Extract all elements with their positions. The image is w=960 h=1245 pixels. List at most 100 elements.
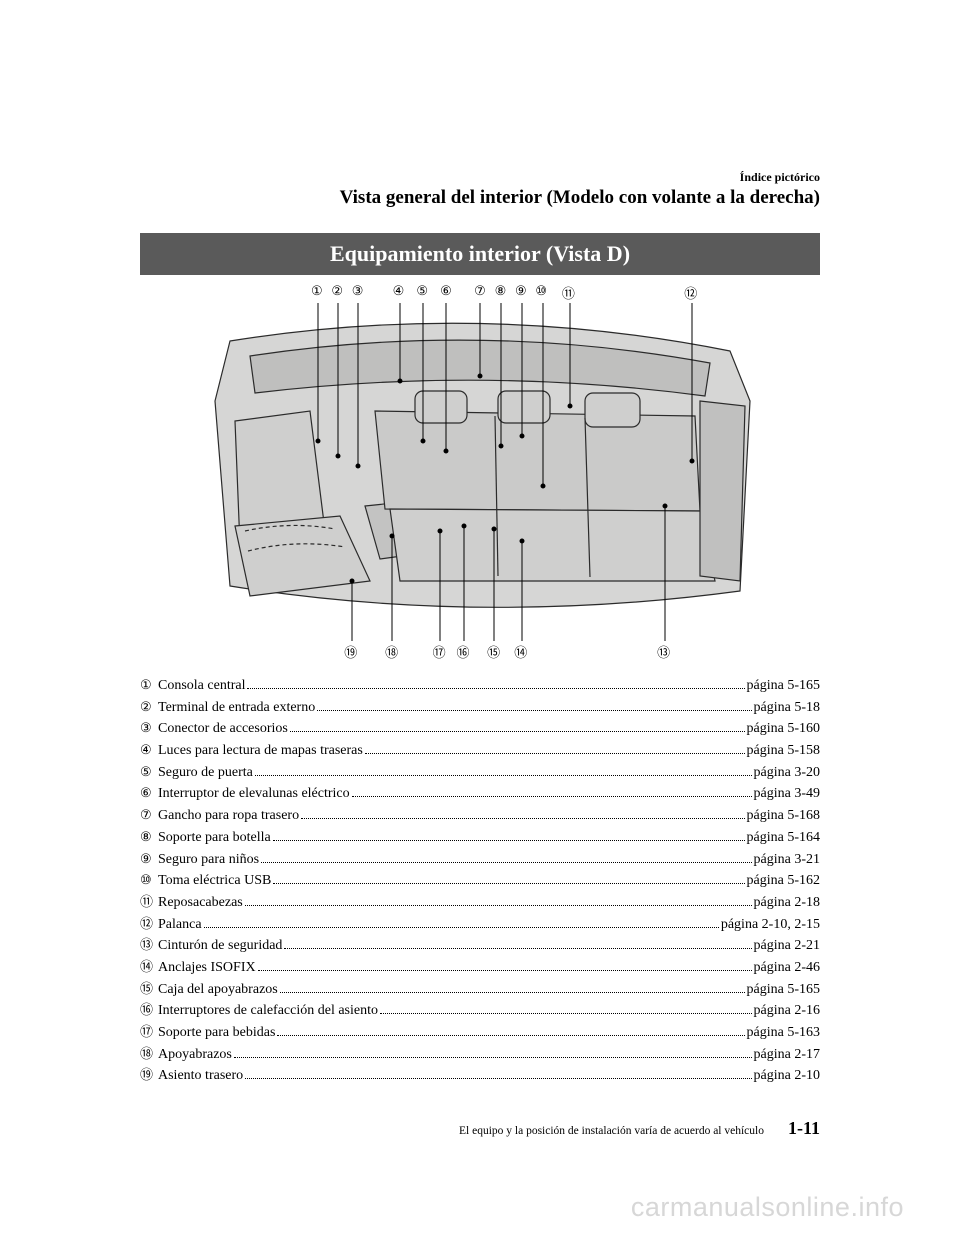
item-marker: ⑥ [140, 783, 158, 803]
leader-dots [273, 883, 744, 884]
page-number: 1-11 [788, 1118, 820, 1139]
item-label: Conector de accesorios [158, 718, 288, 740]
item-page-ref: página 5-164 [747, 827, 820, 849]
page-header: Índice pictórico Vista general del inter… [140, 170, 820, 209]
item-marker: ⑮ [140, 979, 158, 999]
list-item: ⑧Soporte para botella página 5-164 [140, 827, 820, 849]
leader-dots [234, 1057, 752, 1058]
section-title: Vista general del interior (Modelo con v… [140, 187, 820, 209]
item-label: Soporte para botella [158, 827, 271, 849]
item-marker: ③ [140, 718, 158, 738]
callout-marker: ⑫ [684, 283, 697, 302]
item-page-ref: página 2-17 [754, 1044, 820, 1066]
leader-dots [290, 731, 745, 732]
item-page-ref: página 2-16 [754, 1000, 820, 1022]
callout-marker: ⑥ [440, 283, 452, 299]
item-page-ref: página 2-46 [754, 957, 820, 979]
leader-dots [277, 1035, 744, 1036]
leader-dots [301, 818, 744, 819]
item-marker: ④ [140, 740, 158, 760]
item-label: Anclajes ISOFIX [158, 957, 256, 979]
item-label: Apoyabrazos [158, 1044, 232, 1066]
callout-marker: ⑲ [344, 642, 357, 661]
list-item: ②Terminal de entrada externopágina 5-18 [140, 697, 820, 719]
callout-marker: ⑰ [433, 642, 446, 661]
list-item: ⑫Palancapágina 2-10, 2-15 [140, 914, 820, 936]
page-container: Índice pictórico Vista general del inter… [0, 0, 960, 1245]
item-marker: ⑱ [140, 1044, 158, 1064]
list-item: ⑨Seguro para niños página 3-21 [140, 849, 820, 871]
leader-dots [204, 927, 719, 928]
footer-note: El equipo y la posición de instalación v… [459, 1125, 764, 1137]
callout-marker: ③ [352, 283, 364, 299]
list-item: ⑰Soporte para bebidaspágina 5-163 [140, 1022, 820, 1044]
item-page-ref: página 5-162 [747, 870, 820, 892]
index-label: Índice pictórico [140, 170, 820, 185]
page-footer: El equipo y la posición de instalación v… [140, 1118, 820, 1139]
item-page-ref: página 5-165 [747, 979, 820, 1001]
item-label: Gancho para ropa trasero [158, 805, 299, 827]
section-band-title: Equipamiento interior (Vista D) [140, 233, 820, 275]
watermark: carmanualsonline.info [631, 1192, 904, 1223]
item-page-ref: página 3-21 [754, 849, 820, 871]
list-item: ⑪Reposacabezaspágina 2-18 [140, 892, 820, 914]
item-page-ref: página 5-160 [747, 718, 820, 740]
leader-dots [247, 688, 744, 689]
list-item: ⑱Apoyabrazos página 2-17 [140, 1044, 820, 1066]
list-item: ⑥Interruptor de elevalunas eléctricopági… [140, 783, 820, 805]
callout-marker: ⑯ [456, 642, 469, 661]
callout-marker: ⑧ [495, 283, 507, 299]
item-page-ref: página 2-18 [754, 892, 820, 914]
leader-dots [245, 905, 752, 906]
callout-marker: ⑩ [535, 283, 547, 299]
item-label: Consola central [158, 675, 245, 697]
list-item: ⑬Cinturón de seguridad página 2-21 [140, 935, 820, 957]
item-marker: ① [140, 675, 158, 695]
leader-dots [261, 862, 751, 863]
leader-dots [352, 796, 752, 797]
item-marker: ⑨ [140, 849, 158, 869]
leader-dots [380, 1013, 752, 1014]
leader-dots [255, 775, 752, 776]
list-item: ⑤Seguro de puerta página 3-20 [140, 762, 820, 784]
leader-dots [273, 840, 745, 841]
callout-marker: ⑤ [416, 283, 428, 299]
list-item: ①Consola central página 5-165 [140, 675, 820, 697]
item-label: Luces para lectura de mapas traseras [158, 740, 363, 762]
callout-marker: ⑦ [474, 283, 486, 299]
item-page-ref: página 5-165 [747, 675, 820, 697]
list-item: ⑦Gancho para ropa traseropágina 5-168 [140, 805, 820, 827]
item-marker: ⑰ [140, 1022, 158, 1042]
list-item: ⑯Interruptores de calefacción del asient… [140, 1000, 820, 1022]
list-item: ⑭Anclajes ISOFIX página 2-46 [140, 957, 820, 979]
item-marker: ⑬ [140, 935, 158, 955]
list-item: ⑩Toma eléctrica USBpágina 5-162 [140, 870, 820, 892]
item-marker: ⑪ [140, 892, 158, 912]
item-page-ref: página 5-168 [747, 805, 820, 827]
item-label: Caja del apoyabrazos [158, 979, 278, 1001]
item-label: Seguro para niños [158, 849, 259, 871]
item-marker: ⑭ [140, 957, 158, 977]
list-item: ⑲Asiento traseropágina 2-10 [140, 1065, 820, 1087]
item-marker: ⑧ [140, 827, 158, 847]
leader-dots [317, 710, 751, 711]
item-marker: ⑤ [140, 762, 158, 782]
item-marker: ⑫ [140, 914, 158, 934]
leader-dots [365, 753, 745, 754]
callout-marker: ② [331, 283, 343, 299]
item-label: Cinturón de seguridad [158, 935, 282, 957]
list-item: ④Luces para lectura de mapas traseraspág… [140, 740, 820, 762]
item-label: Seguro de puerta [158, 762, 253, 784]
list-item: ⑮Caja del apoyabrazos página 5-165 [140, 979, 820, 1001]
callout-marker: ① [311, 283, 323, 299]
callout-marker: ⑪ [562, 283, 575, 302]
item-label: Toma eléctrica USB [158, 870, 271, 892]
item-marker: ⑯ [140, 1000, 158, 1020]
item-page-ref: página 2-21 [754, 935, 820, 957]
callout-marker: ⑬ [657, 642, 670, 661]
leader-dots [284, 948, 751, 949]
item-list: ①Consola centralpágina 5-165②Terminal de… [140, 675, 820, 1087]
item-marker: ② [140, 697, 158, 717]
item-label: Interruptor de elevalunas eléctrico [158, 783, 350, 805]
item-page-ref: página 3-20 [754, 762, 820, 784]
